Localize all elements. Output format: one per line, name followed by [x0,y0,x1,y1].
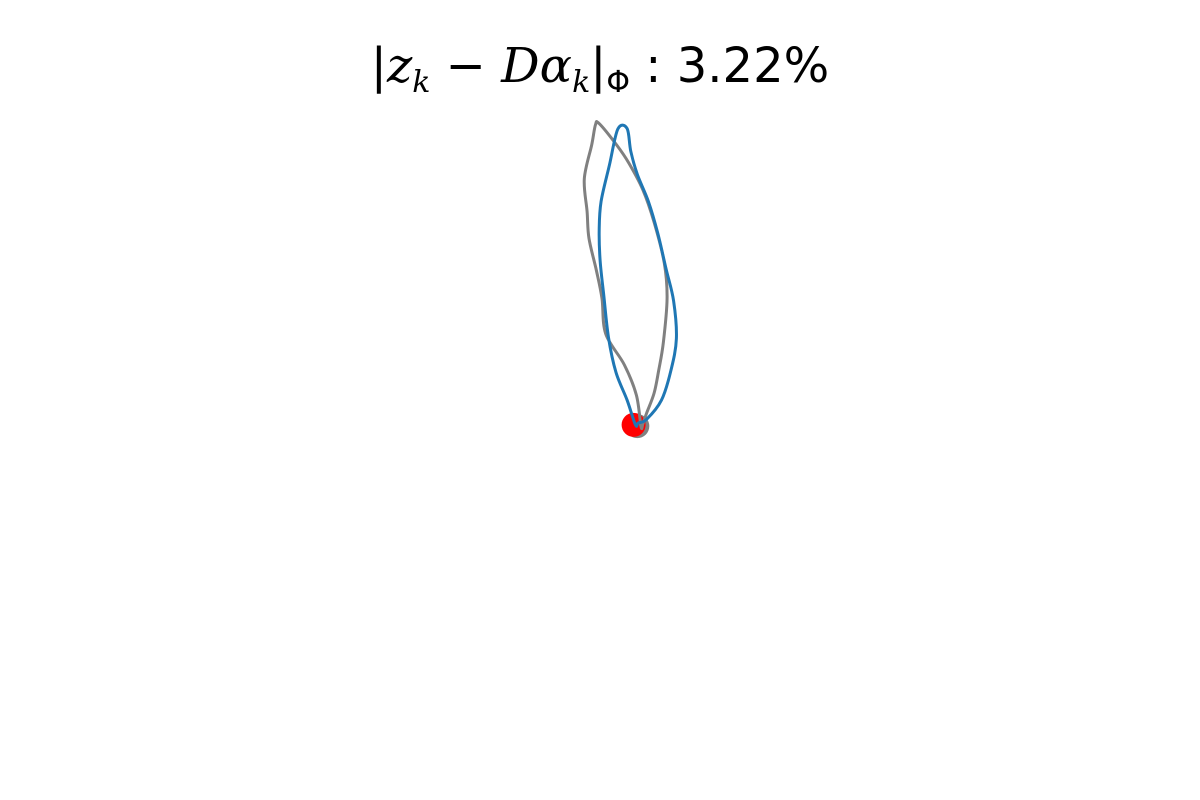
title-subscript-k2: k [572,65,590,100]
title-subscript-phi: Φ [606,65,630,100]
title-d: D [500,38,539,94]
series-line-original [582,120,669,431]
title-z: z [386,38,413,94]
title-alpha: α [540,38,572,94]
title-bar-open: | [371,38,387,94]
title-subscript-k1: k [412,65,430,100]
title-bar-close: | [590,38,606,94]
plot-area [582,120,678,439]
title-value: : 3.22% [630,38,829,94]
chart-title: |zk − Dαk|Φ : 3.22% [371,38,829,100]
title-minus: − [430,38,501,94]
series-line-reconstruction [597,123,678,428]
